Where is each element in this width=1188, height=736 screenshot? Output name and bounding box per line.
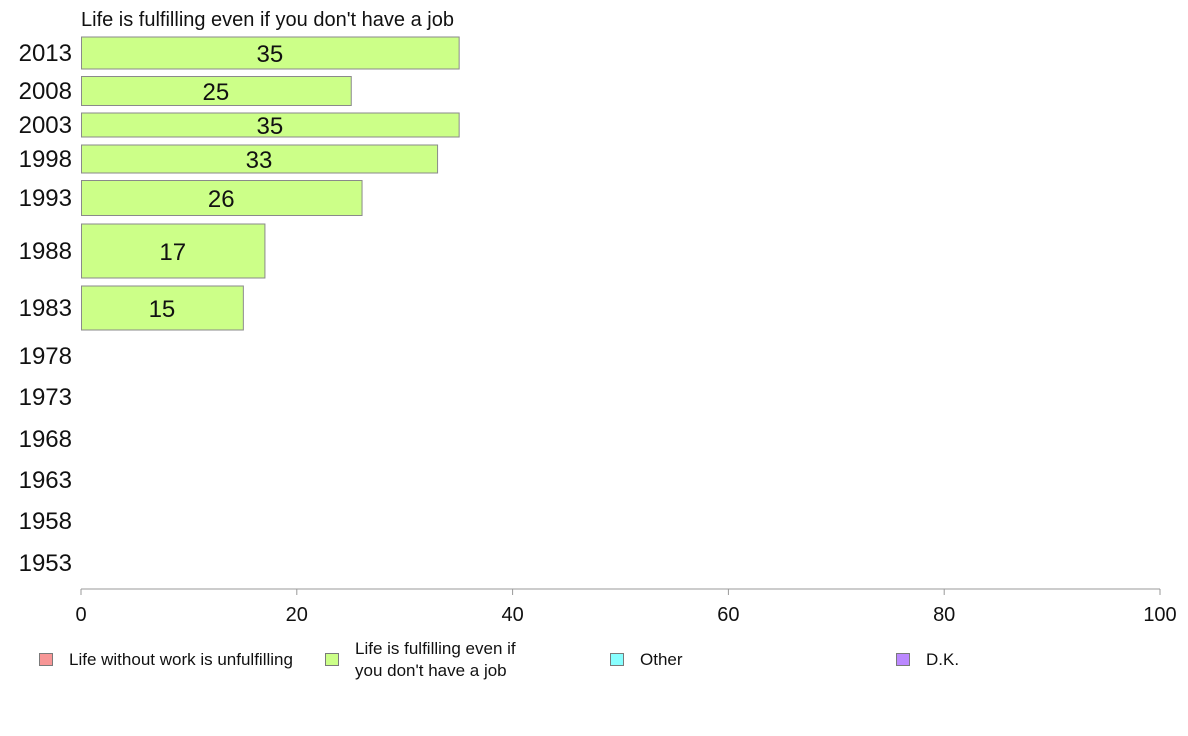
data-label: 35 (256, 41, 283, 68)
legend-item: D.K. (896, 649, 959, 671)
bar (81, 76, 352, 106)
data-label: 15 (149, 296, 176, 323)
y-tick-label: 1973 (19, 384, 72, 411)
legend-label: Life without work is unfulfilling (69, 650, 293, 669)
y-tick-label: 1953 (19, 550, 72, 577)
y-tick-label: 1998 (19, 146, 72, 173)
legend-swatch (896, 653, 910, 666)
data-label: 35 (256, 113, 283, 140)
bar (81, 144, 439, 174)
x-tick-label: 100 (1143, 604, 1176, 626)
bar (81, 180, 363, 216)
y-tick-label: 2008 (19, 78, 72, 105)
legend-swatch (325, 653, 339, 666)
data-label: 25 (203, 79, 230, 106)
x-tick-label: 60 (717, 604, 739, 626)
x-tick-label: 20 (286, 604, 308, 626)
y-tick-label: 1958 (19, 508, 72, 535)
legend-item: Life without work is unfulfilling (39, 649, 293, 671)
legend-label: Other (640, 650, 683, 669)
legend-label: D.K. (926, 650, 960, 669)
y-tick-label: 1993 (19, 185, 72, 212)
y-tick-label: 1983 (19, 295, 72, 322)
data-label: 33 (246, 147, 273, 174)
data-label: 26 (208, 186, 235, 213)
y-tick-label: 1978 (19, 343, 72, 370)
bar (81, 285, 244, 331)
y-tick-label: 1988 (19, 238, 72, 265)
y-tick-label: 1968 (19, 426, 72, 453)
legend-item: Other (610, 649, 683, 671)
y-tick-label: 2003 (19, 112, 72, 139)
y-tick-label: 2013 (19, 40, 72, 67)
legend-label: Life is fulfilling even if you don't hav… (355, 639, 516, 680)
x-tick-label: 80 (933, 604, 955, 626)
legend-item: Life is fulfilling even if you don't hav… (325, 638, 516, 682)
bar (81, 112, 460, 138)
bar (81, 36, 460, 70)
legend-swatch (39, 653, 53, 666)
bar (81, 223, 266, 279)
legend-swatch (610, 653, 624, 666)
x-tick-label: 0 (75, 604, 86, 626)
chart-title: Life is fulfilling even if you don't hav… (81, 9, 454, 31)
x-tick-label: 40 (501, 604, 523, 626)
y-tick-label: 1963 (19, 467, 72, 494)
bar-chart: Life is fulfilling even if you don't hav… (19, 9, 1177, 626)
data-label: 17 (159, 239, 186, 266)
